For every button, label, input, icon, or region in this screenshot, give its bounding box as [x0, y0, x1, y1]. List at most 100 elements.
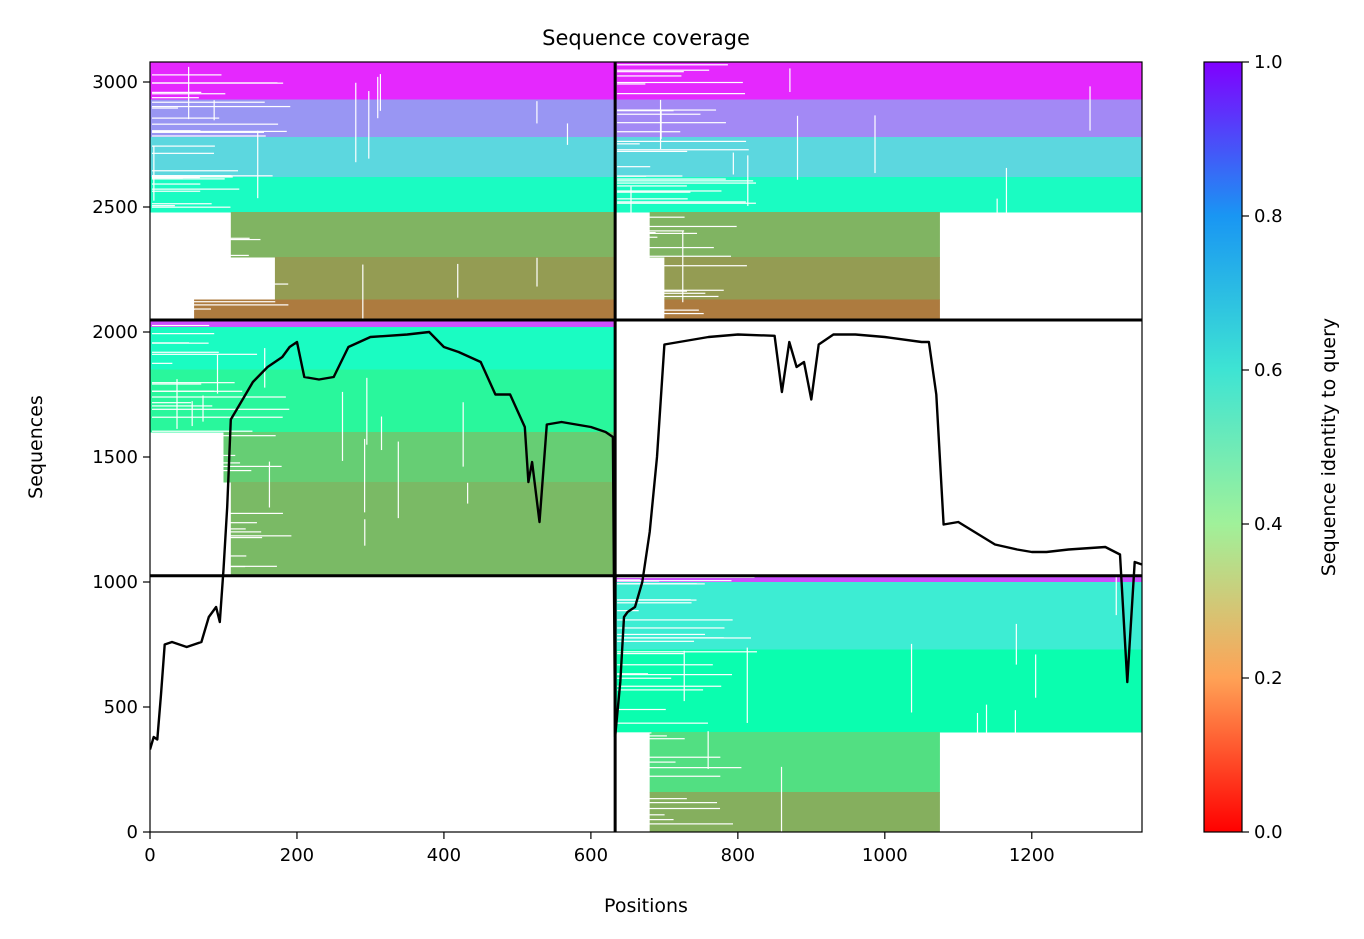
- plot-frame: [149, 61, 1143, 833]
- y-axis-label: Sequences: [25, 395, 47, 499]
- gap-streak: [462, 402, 464, 467]
- gap-streak: [152, 304, 289, 306]
- gap-streak: [1005, 167, 1008, 222]
- plot-area: [150, 62, 1142, 832]
- gap-streak: [152, 432, 183, 435]
- gap-streak: [152, 183, 201, 185]
- gap-streak: [152, 231, 182, 233]
- gap-streak: [536, 101, 538, 124]
- gap-streak: [566, 123, 569, 145]
- gap-streak: [152, 416, 283, 418]
- gap-streak: [152, 472, 190, 474]
- band-middle-left-2: [150, 369, 616, 433]
- gap-streak: [617, 689, 704, 691]
- gap-streak: [362, 264, 364, 320]
- band-top-right-3: [615, 177, 1142, 213]
- band-top-right-6: [664, 299, 940, 321]
- gap-streak: [617, 185, 687, 187]
- gap-streak: [732, 152, 734, 175]
- gap-streak: [617, 149, 749, 151]
- colorbar: [1203, 61, 1243, 833]
- gap-streak: [152, 531, 262, 533]
- band-top-right-5: [664, 257, 940, 300]
- gap-streak: [152, 454, 236, 457]
- gap-streak: [617, 232, 697, 234]
- gap-streak: [152, 190, 201, 192]
- gap-streak: [617, 309, 699, 311]
- gap-streak: [341, 391, 344, 461]
- gap-streak: [355, 82, 357, 163]
- gap-streak: [1014, 710, 1016, 777]
- gap-streak: [152, 123, 279, 125]
- gap-streak: [617, 640, 695, 642]
- gap-streak: [985, 704, 988, 774]
- gap-streak: [617, 216, 685, 218]
- gap-streak: [152, 535, 292, 537]
- gap-streak: [617, 131, 681, 133]
- gap-streak: [152, 458, 179, 460]
- gap-streak: [152, 237, 250, 239]
- gap-streak: [152, 203, 212, 205]
- colorbar-tick-label: 0.2: [1254, 668, 1283, 689]
- gap-streak: [152, 82, 284, 84]
- band-middle-left-1: [150, 327, 616, 370]
- gap-streak: [617, 64, 728, 66]
- gap-streak: [617, 231, 656, 234]
- gap-streak: [617, 292, 706, 294]
- colorbar-tick-label: 0.0: [1254, 822, 1283, 843]
- gap-streak: [457, 263, 459, 298]
- gap-streak: [617, 769, 646, 771]
- gap-streak: [379, 74, 381, 111]
- gap-streak: [152, 130, 287, 133]
- gap-streak: [617, 619, 733, 621]
- identity-bands: [150, 62, 1142, 832]
- gap-streak: [152, 97, 199, 99]
- chart-title: Sequence coverage: [542, 26, 750, 50]
- gap-streak: [202, 395, 204, 422]
- gap-streak: [617, 198, 688, 200]
- band-bottom-right-2: [615, 649, 1142, 733]
- gap-streak: [617, 83, 646, 85]
- gap-streak: [617, 602, 692, 604]
- gap-streak: [617, 664, 713, 666]
- band-top-left-4: [230, 212, 616, 258]
- gap-streak: [976, 712, 979, 736]
- x-tick-label: 800: [721, 845, 755, 866]
- gap-streak: [789, 68, 791, 93]
- gap-streak: [152, 131, 264, 133]
- gap-streak: [152, 324, 210, 327]
- gap-streak: [216, 353, 219, 394]
- gap-streak: [617, 69, 710, 71]
- gap-streak: [1029, 804, 1032, 832]
- gap-streak: [617, 775, 721, 777]
- gap-streak: [152, 254, 249, 257]
- gap-streak: [617, 265, 747, 267]
- gap-streak: [617, 743, 639, 745]
- gap-streak: [152, 333, 215, 335]
- gap-streak: [152, 443, 210, 445]
- gap-streak: [1082, 282, 1084, 326]
- gap-streak: [152, 91, 202, 93]
- x-tick-label: 1200: [1009, 845, 1055, 866]
- gap-streak: [397, 441, 399, 519]
- gap-streak: [152, 176, 233, 178]
- gap-streak: [364, 438, 366, 513]
- gap-streak: [257, 130, 259, 199]
- x-axis-label: Positions: [604, 895, 688, 917]
- gap-streak: [153, 145, 155, 201]
- gap-streak: [152, 101, 265, 103]
- gap-streak: [152, 405, 213, 407]
- gap-streak: [188, 66, 190, 120]
- gap-streak: [264, 348, 266, 388]
- gap-streak: [617, 798, 687, 800]
- gap-streak: [176, 379, 178, 429]
- gap-streak: [660, 110, 662, 139]
- gap-streak: [617, 182, 756, 184]
- gap-streak: [617, 771, 648, 774]
- gap-streak: [617, 230, 685, 232]
- gap-streak: [617, 180, 754, 182]
- gap-streak: [617, 637, 724, 639]
- gap-streak: [617, 190, 722, 192]
- gap-streak: [617, 110, 674, 112]
- gap-streak: [152, 390, 243, 392]
